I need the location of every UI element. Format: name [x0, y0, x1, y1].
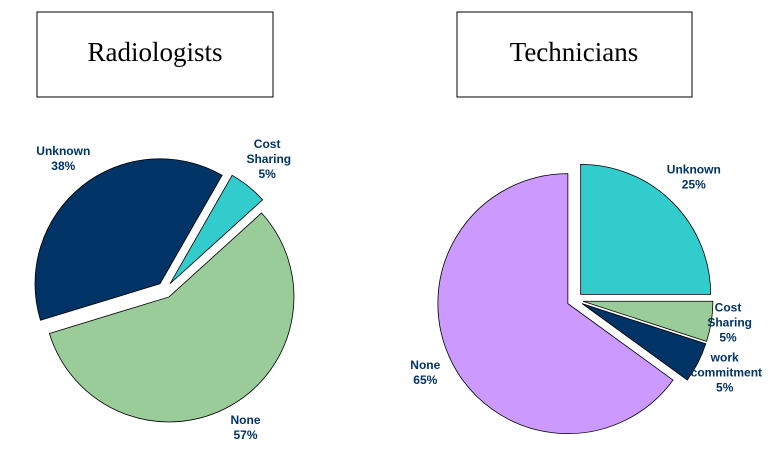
value-label: 5% [258, 167, 276, 181]
category-label: Cost Sharing [243, 137, 291, 166]
value-label: 65% [413, 373, 437, 387]
category-label: Cost Sharing [704, 300, 752, 329]
pie-slice [581, 303, 707, 381]
value-label: 5% [716, 380, 734, 394]
category-label: None [231, 413, 261, 427]
pie-slice [34, 158, 223, 321]
pie-slice [169, 174, 264, 285]
value-label: 25% [682, 178, 706, 192]
pie-slice [580, 163, 712, 295]
chart-title: Technicians [510, 37, 639, 67]
pie-slice [582, 300, 714, 342]
title-box [456, 11, 693, 98]
category-label: Unknown [667, 163, 721, 177]
value-label: 5% [719, 330, 737, 344]
category-label: work commitment [687, 350, 762, 379]
category-label: None [410, 358, 440, 372]
chart-title: Radiologists [87, 37, 222, 67]
title-box [36, 11, 274, 98]
pie-slice [48, 212, 295, 423]
value-label: 38% [51, 159, 75, 173]
value-label: 57% [233, 428, 257, 442]
category-label: Unknown [36, 144, 90, 158]
pie-slice [437, 173, 674, 435]
